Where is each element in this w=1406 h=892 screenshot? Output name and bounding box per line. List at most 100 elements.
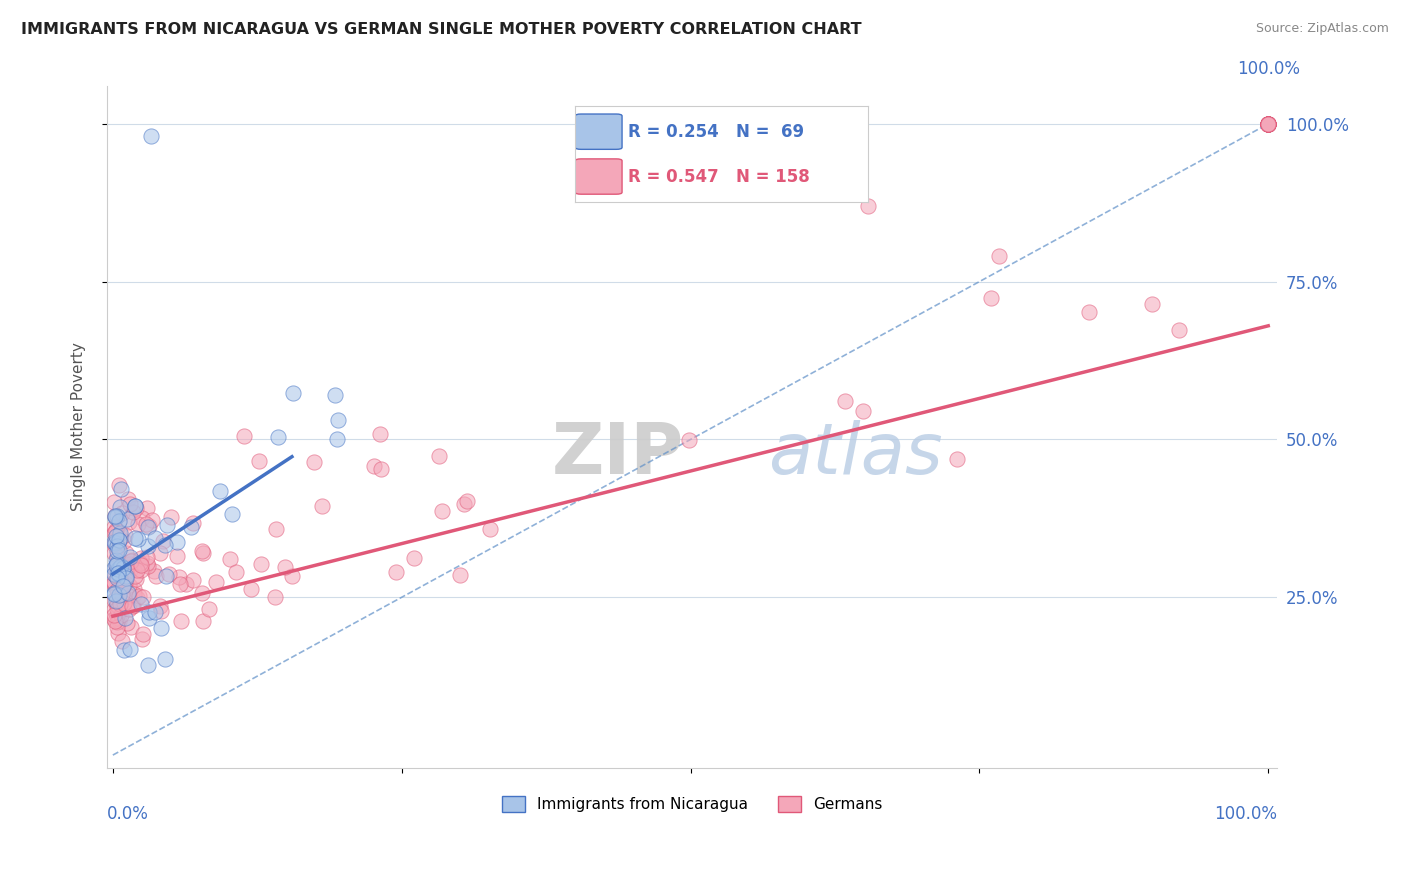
Point: [103, 576, 125, 591]
Point: [328, 413, 350, 427]
Point: [363, 459, 385, 474]
Point: [111, 580, 134, 594]
Point: [107, 626, 129, 640]
Point: [111, 601, 134, 615]
Point: [370, 462, 392, 476]
Point: [170, 614, 193, 628]
Point: [135, 516, 157, 531]
Point: [108, 556, 131, 570]
Point: [108, 560, 131, 574]
Point: [103, 587, 125, 601]
Point: [1257, 117, 1279, 131]
Point: [1257, 117, 1279, 131]
Point: [180, 520, 202, 534]
Point: [107, 527, 129, 541]
Point: [117, 586, 139, 600]
Point: [239, 582, 262, 597]
Point: [103, 577, 125, 591]
Point: [191, 585, 214, 599]
Point: [281, 569, 304, 583]
Point: [456, 494, 478, 508]
Point: [325, 433, 347, 447]
Point: [124, 531, 146, 545]
Point: [138, 611, 160, 625]
Point: [152, 534, 174, 549]
Point: [138, 658, 160, 673]
Point: [1257, 117, 1279, 131]
Point: [1257, 117, 1279, 131]
Point: [107, 559, 129, 574]
Point: [114, 576, 136, 591]
Point: [118, 642, 141, 657]
Point: [1257, 117, 1279, 131]
Point: [273, 560, 295, 574]
Point: [1257, 117, 1279, 131]
Point: [114, 611, 136, 625]
Point: [118, 550, 141, 565]
Point: [131, 511, 153, 525]
Point: [110, 559, 132, 574]
Point: [103, 607, 125, 622]
Point: [110, 597, 132, 611]
Point: [103, 574, 125, 589]
Point: [108, 477, 131, 491]
Point: [852, 404, 875, 418]
Point: [453, 497, 475, 511]
Point: [104, 536, 127, 550]
Y-axis label: Single Mother Poverty: Single Mother Poverty: [72, 343, 86, 511]
Point: [1257, 117, 1279, 131]
Point: [103, 566, 125, 581]
Point: [105, 615, 128, 630]
Point: [105, 557, 128, 571]
Text: Source: ZipAtlas.com: Source: ZipAtlas.com: [1256, 22, 1389, 36]
Point: [108, 597, 131, 611]
Point: [111, 507, 134, 521]
Point: [105, 599, 128, 613]
Point: [105, 582, 128, 597]
Point: [107, 611, 129, 625]
Point: [834, 394, 856, 409]
Point: [114, 569, 136, 583]
Point: [104, 509, 127, 524]
Point: [1257, 117, 1279, 131]
Point: [104, 553, 127, 567]
Point: [219, 551, 242, 566]
Point: [209, 484, 232, 499]
Point: [105, 607, 128, 622]
Point: [174, 577, 197, 591]
Point: [402, 550, 425, 565]
Point: [103, 546, 125, 560]
Point: [108, 500, 131, 515]
Point: [117, 491, 139, 506]
Point: [131, 591, 153, 605]
Point: [166, 549, 188, 563]
Point: [118, 589, 141, 603]
Point: [127, 532, 149, 546]
Point: [135, 556, 157, 570]
Point: [115, 512, 138, 526]
Point: [131, 551, 153, 566]
Point: [112, 578, 135, 592]
Point: [153, 538, 176, 552]
Point: [105, 571, 128, 585]
Point: [107, 566, 129, 581]
Point: [149, 599, 172, 613]
Point: [127, 517, 149, 532]
Point: [181, 573, 204, 587]
Point: [103, 561, 125, 575]
Point: [247, 453, 270, 467]
Point: [103, 593, 125, 607]
Point: [104, 615, 127, 629]
Point: [118, 601, 141, 615]
Point: [129, 556, 152, 570]
Point: [114, 528, 136, 542]
Point: [107, 566, 129, 580]
Point: [110, 608, 132, 623]
Point: [120, 557, 142, 571]
Point: [432, 504, 454, 518]
Point: [105, 539, 128, 553]
Point: [104, 509, 127, 524]
Point: [111, 587, 134, 601]
Point: [149, 546, 172, 560]
Point: [103, 495, 125, 509]
